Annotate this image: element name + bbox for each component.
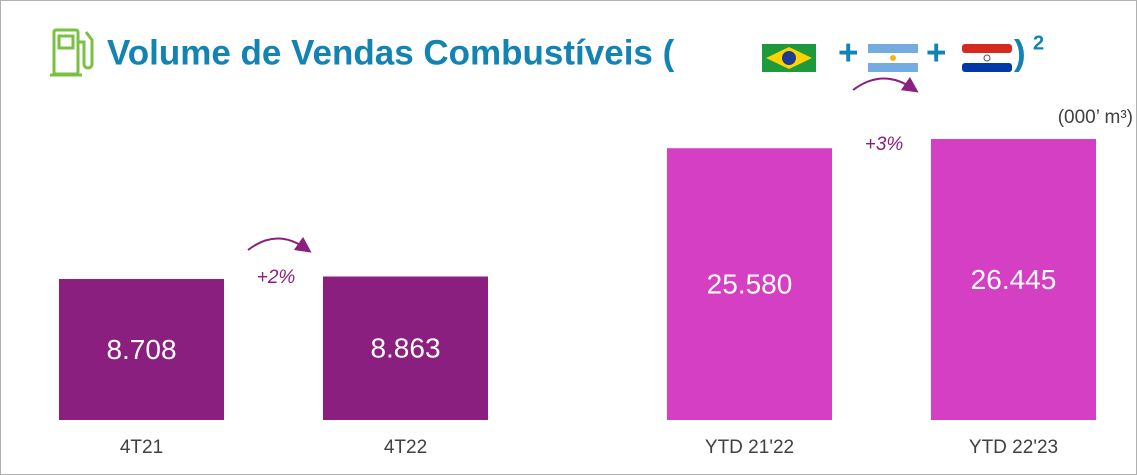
x-tick-label: 4T21	[120, 437, 163, 458]
x-tick-label: 4T22	[384, 437, 427, 458]
flag-argentina	[868, 44, 918, 72]
bar	[667, 148, 832, 420]
title: Volume de Vendas Combustíveis (	[107, 33, 675, 72]
value-label: 26.445	[971, 264, 1057, 295]
fuel-icon	[50, 28, 94, 77]
x-tick-label: YTD 21'22	[705, 437, 794, 458]
title-close: )	[1014, 33, 1026, 72]
value-label: 25.580	[707, 268, 793, 299]
bar	[59, 279, 224, 420]
bar	[931, 139, 1096, 420]
unit-label: (000’ m³)	[1058, 107, 1133, 128]
value-label: 8.708	[106, 334, 176, 365]
growth-arrow	[852, 76, 919, 93]
growth-annotation: +2%	[257, 267, 296, 288]
growth-arrow	[247, 236, 312, 253]
value-label: 8.863	[370, 333, 440, 364]
growth-annotation: +3%	[865, 134, 904, 155]
title-superscript: 2	[1033, 32, 1044, 54]
flag-paraguay	[962, 44, 1012, 72]
flag-brazil	[762, 44, 816, 72]
bar	[323, 276, 488, 420]
x-tick-label: YTD 22'23	[969, 437, 1058, 458]
title-plus: +	[926, 33, 946, 72]
title-plus: +	[838, 33, 858, 72]
